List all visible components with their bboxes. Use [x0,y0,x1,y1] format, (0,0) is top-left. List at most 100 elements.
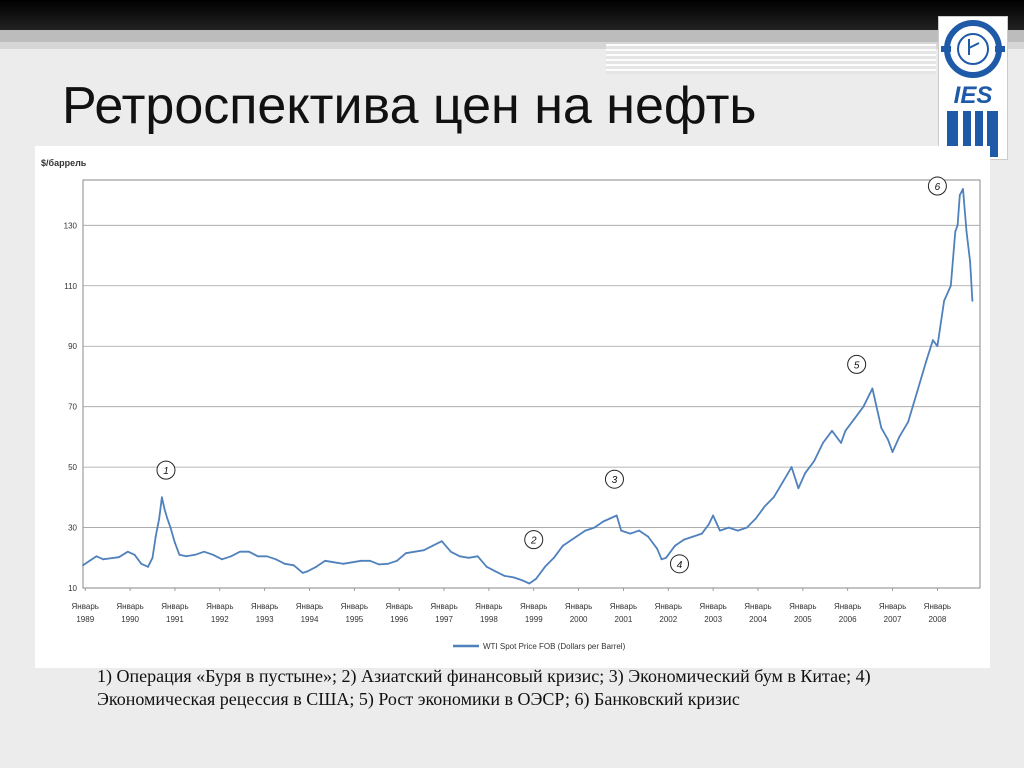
data-point [593,526,596,529]
data-point [521,579,524,582]
data-point [324,559,327,562]
x-tick-label: 1993 [256,615,274,624]
x-tick-month: Январь [341,602,368,611]
y-tick-label: 10 [68,584,77,593]
data-point [665,556,667,559]
x-tick-label: 1991 [166,615,184,624]
data-point [158,517,161,520]
data-point [535,578,537,580]
data-point [151,556,154,559]
data-point [763,505,766,508]
data-point [647,535,650,538]
data-point [185,555,188,558]
x-tick-label: 2002 [659,615,677,624]
data-point [503,575,506,577]
data-point [292,564,295,567]
data-point [638,529,641,532]
x-tick-label: 1990 [121,615,139,624]
slide-caption: 1) Операция «Буря в пустыне»; 2) Азиатск… [97,666,871,709]
x-tick-month: Январь [699,602,726,611]
oil-price-chart: 10 30 50 70 90 110 130 $/баррель Январь 1989 Январ… [41,158,981,651]
data-point [745,526,748,529]
series-line-wti [82,188,974,585]
data-point [387,562,389,565]
annotation-label: 6 [935,182,941,193]
data-point [467,556,470,559]
data-point [575,535,578,538]
x-tick-month: Январь [565,602,592,611]
x-tick-label: 1998 [480,615,498,624]
data-point [161,496,163,499]
data-point [405,552,407,555]
x-tick-month: Январь [789,602,816,611]
data-point [306,570,309,573]
data-point [797,487,800,490]
data-point [736,529,739,532]
data-point [342,562,345,565]
x-tick-month: Январь [385,602,412,611]
data-point [844,429,847,432]
x-tick-label: 2004 [749,615,767,624]
y-tick-label: 110 [64,282,77,291]
data-point [396,559,398,562]
data-point [126,550,129,553]
data-point [956,224,959,227]
annotation-label: 4 [677,560,683,571]
annotation-marker [670,554,690,574]
data-point [257,555,259,558]
x-tick-month: Январь [610,602,637,611]
data-point [369,559,371,562]
data-point [274,558,277,561]
y-tick-label: 90 [68,342,77,351]
data-point [943,299,946,302]
data-point [88,559,91,562]
data-point [194,553,197,556]
data-point [727,526,730,529]
data-point [102,558,105,561]
data-point [971,299,974,302]
data-point [333,561,336,564]
x-tick-label: 2007 [884,615,902,624]
x-tick-label: 1996 [390,615,408,624]
data-point [718,529,721,532]
x-tick-month: Январь [879,602,906,611]
x-tick-month: Январь [744,602,771,611]
data-point [954,230,957,233]
x-tick-label: 2001 [615,615,633,624]
data-point [544,565,546,568]
data-point [772,496,775,499]
data-point [584,529,587,532]
x-tick-label: 1994 [301,615,319,624]
annotation-label: 3 [612,475,618,486]
data-point [570,538,573,541]
data-point [683,538,685,541]
data-point [449,550,452,553]
data-point [822,442,824,444]
data-point [166,517,169,520]
annotation-marker [927,176,947,196]
top-bar [0,0,1024,30]
x-tick-label: 1997 [435,615,453,624]
data-point [898,435,901,438]
data-point [831,429,833,432]
x-tick-month: Январь [475,602,502,611]
annotation-marker [524,530,544,550]
data-point [790,466,793,469]
ies-logo-graphic: IES [941,20,1005,157]
data-point [660,558,663,561]
data-point [674,544,676,547]
data-point [887,439,889,441]
data-point [932,339,934,342]
data-point [958,194,961,197]
data-point [248,550,250,553]
x-tick-month: Январь [161,602,188,611]
annotation-label: 1 [163,466,169,477]
annotation-marker [604,469,624,489]
x-tick-month: Январь [834,602,861,611]
data-point [174,541,176,544]
data-point [82,564,84,567]
annotation-label: 5 [854,360,860,371]
data-point [880,426,883,429]
data-point [351,561,353,564]
y-tick-label: 30 [68,524,77,533]
